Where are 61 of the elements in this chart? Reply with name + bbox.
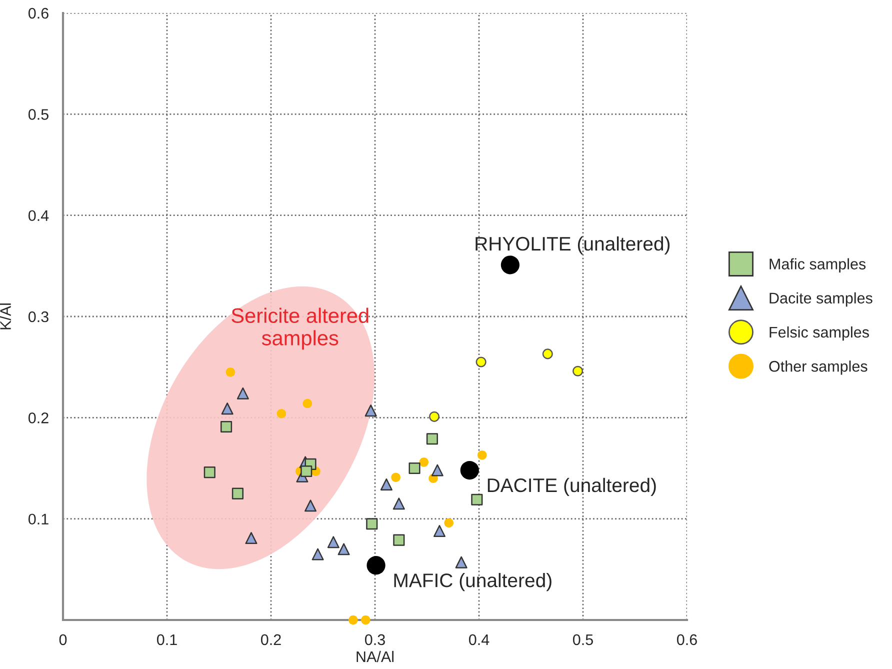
point	[366, 556, 386, 575]
y-tick-label: 0.1	[28, 514, 48, 525]
point	[431, 464, 444, 476]
x-tick-label: 0.3	[364, 634, 385, 646]
point	[220, 420, 232, 433]
point	[304, 500, 317, 512]
point	[471, 494, 483, 506]
x-tick-label: 0.2	[260, 634, 281, 646]
x-tick-label: 0.1	[156, 634, 177, 646]
point	[300, 466, 312, 478]
legend-label: Mafic samples	[770, 258, 866, 272]
point	[236, 387, 249, 400]
point	[364, 404, 377, 417]
point	[428, 411, 440, 422]
point	[380, 478, 392, 490]
point	[204, 466, 216, 478]
y-tick-label: 0.3	[28, 311, 48, 322]
point	[348, 615, 358, 625]
legend-label: Felsic samples	[770, 326, 869, 341]
point	[460, 460, 479, 480]
y-tick-label: 0.2	[28, 412, 48, 424]
point	[433, 524, 446, 537]
x-tick-label: 0.4	[468, 634, 490, 646]
point	[327, 536, 340, 548]
y-tick-label: 0.5	[28, 109, 48, 120]
point	[312, 548, 324, 560]
point	[393, 534, 405, 546]
point	[232, 488, 244, 500]
point	[426, 433, 438, 445]
point	[419, 458, 429, 467]
point	[226, 367, 236, 377]
point	[476, 356, 486, 368]
point	[391, 472, 400, 482]
legend-label: Dacite samples	[770, 292, 872, 307]
point	[338, 543, 350, 556]
point	[500, 256, 520, 274]
point	[360, 615, 370, 625]
point	[276, 408, 286, 418]
point	[542, 348, 553, 360]
point	[477, 450, 487, 460]
y-tick-label: 0.4	[28, 210, 49, 222]
point	[408, 462, 420, 474]
point	[455, 556, 468, 568]
y-tick-label: 0.6	[28, 8, 48, 19]
point	[572, 366, 584, 376]
annotation: DACITE (unaltered)	[488, 478, 656, 496]
annotation: MAFIC (unaltered)	[394, 572, 552, 592]
point	[245, 532, 258, 544]
point	[392, 498, 405, 510]
x-tick-label: 0	[59, 634, 67, 646]
annotation: Sericite altered samples	[232, 308, 368, 350]
y-axis-title: K/Al	[0, 304, 11, 330]
point	[302, 398, 312, 408]
legend-label: Other samples	[769, 360, 868, 375]
point	[444, 518, 454, 528]
annotation: RHYOLITE (unaltered)	[476, 236, 670, 255]
x-axis-title: NA/Al	[356, 650, 394, 662]
x-tick-label: 0.6	[676, 634, 697, 646]
point	[366, 518, 378, 530]
x-tick-label: 0.5	[572, 634, 593, 646]
point	[221, 402, 234, 415]
